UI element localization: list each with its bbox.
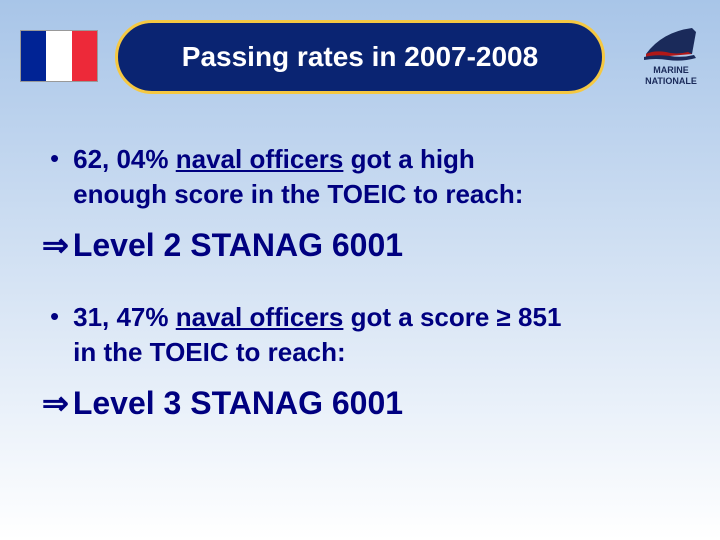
bullet-1-text: 62, 04% naval officers got a high enough… (73, 142, 680, 212)
bullet-1-percent: 62, 04% (73, 144, 168, 174)
bullet-dot-icon: • (50, 142, 59, 176)
marine-nationale-logo: MARINE NATIONALE (642, 22, 700, 86)
bullet-2-text: 31, 47% naval officers got a score ≥ 851… (73, 300, 680, 370)
bullet-2-rest1: got a score ≥ 851 (343, 302, 561, 332)
bullet-2-subject: naval officers (176, 302, 344, 332)
arrow-icon: ⇒ (42, 226, 69, 264)
bullet-2-percent: 31, 47% (73, 302, 168, 332)
ship-bow-icon (642, 22, 700, 64)
french-flag (20, 30, 98, 82)
bullet-dot-icon: • (50, 300, 59, 334)
slide-title: Passing rates in 2007-2008 (182, 41, 538, 72)
content-area: • 62, 04% naval officers got a high enou… (0, 94, 720, 422)
flag-blue-stripe (21, 31, 46, 81)
header: Passing rates in 2007-2008 MARINE NATION… (0, 0, 720, 94)
bullet-2: • 31, 47% naval officers got a score ≥ 8… (40, 300, 680, 422)
logo-line1: MARINE (642, 66, 700, 75)
bullet-1: • 62, 04% naval officers got a high enou… (40, 142, 680, 264)
arrow-icon: ⇒ (42, 384, 69, 422)
bullet-2-rest2: in the TOEIC to reach: (73, 337, 346, 367)
logo-line2: NATIONALE (642, 77, 700, 86)
title-pill: Passing rates in 2007-2008 (115, 20, 605, 94)
bullet-2-result: Level 3 STANAG 6001 (73, 385, 403, 422)
flag-red-stripe (72, 31, 97, 81)
bullet-1-rest1: got a high (343, 144, 474, 174)
bullet-1-rest2: enough score in the TOEIC to reach: (73, 179, 523, 209)
flag-white-stripe (46, 31, 71, 81)
bullet-1-subject: naval officers (176, 144, 344, 174)
bullet-1-result: Level 2 STANAG 6001 (73, 227, 403, 264)
